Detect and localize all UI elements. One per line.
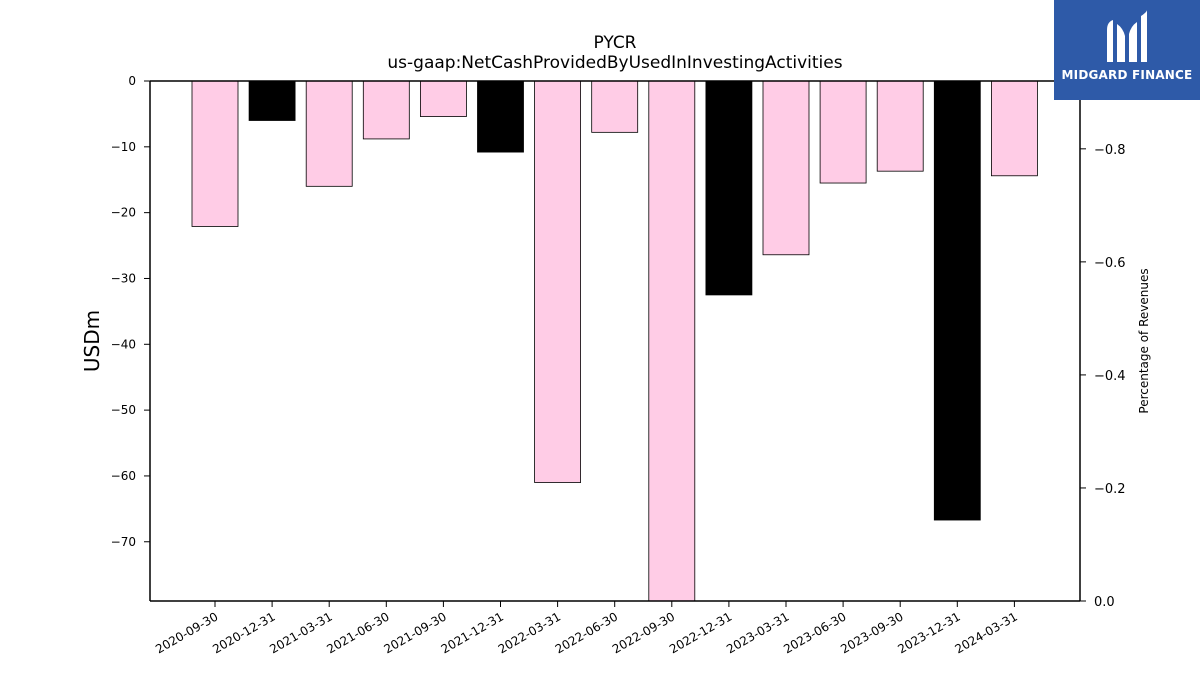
y2-tick-label: −0.8 (1094, 143, 1126, 158)
y-tick-label: 0 (128, 74, 136, 88)
bar-2022-06-30 (591, 80, 639, 133)
x-tick-label: 2023-06-30 (781, 609, 848, 656)
y2-axis-ticks: 0.0 −0.2 −0.4 −0.6 −0.8 (1080, 143, 1126, 610)
bar-2023-12-31 (933, 80, 981, 521)
chart-subtitle: us-gaap:NetCashProvidedByUsedInInvesting… (387, 53, 842, 73)
bar-2023-09-30 (876, 80, 924, 172)
x-tick-label: 2022-03-31 (496, 609, 563, 656)
x-tick-label: 2021-03-31 (267, 609, 334, 656)
y2-axis-label: Percentage of Revenues (1137, 268, 1151, 413)
x-tick-label: 2022-06-30 (553, 609, 620, 656)
x-tick-label: 2021-12-31 (439, 609, 506, 656)
y-tick-label: −40 (111, 337, 136, 351)
bar-2020-09-30 (191, 80, 239, 227)
bar-2023-03-31 (762, 80, 810, 256)
x-tick-label: 2023-09-30 (838, 609, 905, 656)
logo-text: MIDGARD FINANCE (1061, 68, 1193, 82)
x-tick-label: 2022-09-30 (610, 609, 677, 656)
x-tick-label: 2020-12-31 (210, 609, 277, 656)
y-tick-label: −70 (111, 535, 136, 549)
y2-tick-label: −0.6 (1094, 256, 1126, 271)
y2-tick-label: −0.2 (1094, 482, 1126, 497)
midgard-m-icon (1107, 10, 1147, 62)
bar-2023-06-30 (819, 80, 867, 184)
x-tick-label: 2021-09-30 (381, 609, 448, 656)
bars-group (191, 80, 1038, 602)
y2-tick-label: −0.4 (1094, 369, 1126, 384)
x-tick-label: 2022-12-31 (667, 609, 734, 656)
x-tick-label: 2021-06-30 (324, 609, 391, 656)
x-tick-label: 2023-03-31 (724, 609, 791, 656)
bar-2020-12-31 (248, 80, 296, 121)
bar-2024-03-31 (991, 80, 1038, 177)
x-axis-ticks: 2020-09-302020-12-312021-03-312021-06-30… (153, 601, 1020, 656)
bar-2022-12-31 (705, 80, 753, 296)
y-axis-ticks: 0 −10 −20 −30 −40 −50 −60 −70 (111, 74, 150, 549)
chart-title: PYCR (593, 33, 636, 53)
y-axis-label: USDm (80, 310, 104, 372)
bar-2022-09-30 (648, 80, 696, 602)
y-tick-label: −50 (111, 403, 136, 417)
bar-2022-03-31 (534, 80, 581, 483)
bar-2021-12-31 (477, 80, 524, 153)
y-tick-label: −20 (111, 206, 136, 220)
midgard-finance-logo: MIDGARD FINANCE (1054, 0, 1200, 100)
y-tick-label: −60 (111, 469, 136, 483)
x-tick-label: 2024-03-31 (952, 609, 1019, 656)
bar-2021-03-31 (305, 80, 353, 187)
y2-tick-label: 0.0 (1094, 595, 1115, 610)
y-tick-label: −10 (111, 140, 136, 154)
bar-2021-09-30 (419, 80, 467, 117)
y-tick-label: −30 (111, 271, 136, 285)
x-tick-label: 2020-09-30 (153, 609, 220, 656)
bar-2021-06-30 (362, 80, 410, 140)
x-tick-label: 2023-12-31 (895, 609, 962, 656)
